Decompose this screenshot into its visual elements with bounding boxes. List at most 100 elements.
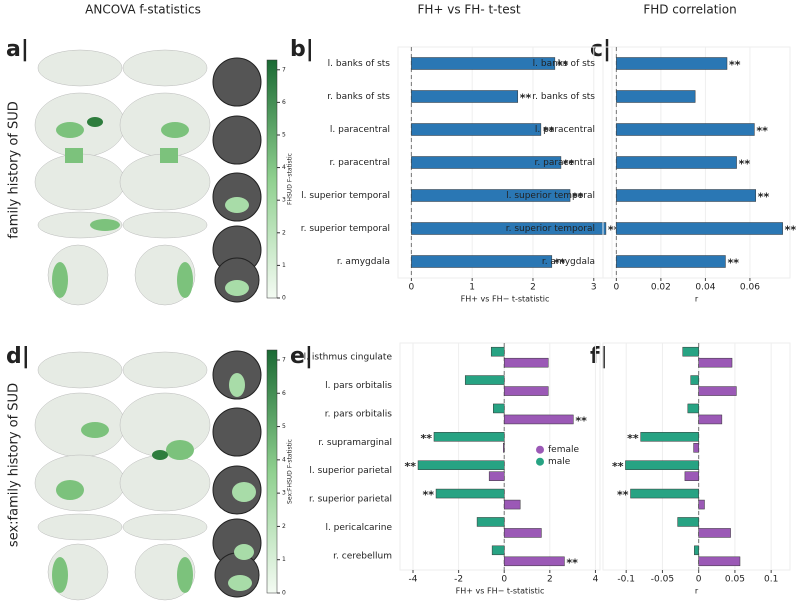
bar xyxy=(698,556,741,567)
panel-label: b| xyxy=(290,37,314,62)
bar xyxy=(411,255,553,268)
category-label: r. pars orbitalis xyxy=(325,409,393,419)
legend-label: male xyxy=(548,457,571,467)
category-label: l. banks of sts xyxy=(533,59,596,69)
significance-marker: ** xyxy=(729,59,741,72)
colorbar-tick-label: 4 xyxy=(282,456,286,463)
bar xyxy=(677,517,699,527)
column-header: ANCOVA f-statistics xyxy=(85,3,201,17)
row-label: sex:family history of SUD xyxy=(7,383,22,547)
category-label: r. banks of sts xyxy=(327,92,390,102)
significance-marker: ** xyxy=(520,92,532,105)
panel-label: e| xyxy=(290,344,313,369)
bar xyxy=(698,499,705,510)
x-tick-label: 0 xyxy=(613,283,619,293)
bar xyxy=(687,403,699,414)
x-tick-label: 1 xyxy=(469,283,475,293)
significance-marker: ** xyxy=(727,257,739,270)
bar xyxy=(616,189,756,202)
colorbar-tick-label: 1 xyxy=(282,556,286,563)
bar xyxy=(616,90,696,103)
bar xyxy=(616,57,728,70)
category-label: r. superior parietal xyxy=(309,495,392,505)
bar xyxy=(411,57,556,70)
legend-label: female xyxy=(548,445,579,455)
bar xyxy=(694,545,699,556)
category-label: r. amygdala xyxy=(542,257,595,267)
colorbar xyxy=(266,59,278,299)
bar xyxy=(490,346,505,357)
x-tick-label: 0.1 xyxy=(764,575,778,585)
bar xyxy=(493,403,505,414)
category-label: l. superior parietal xyxy=(309,466,392,476)
x-tick-label: 2 xyxy=(530,283,536,293)
colorbar-tick-label: 2 xyxy=(282,523,286,530)
colorbar xyxy=(266,349,278,594)
x-tick-label: 4 xyxy=(593,575,599,585)
colorbar-tick-label: 6 xyxy=(282,99,286,106)
bar xyxy=(684,471,699,481)
category-label: r. paracentral xyxy=(330,158,390,168)
colorbar-tick-label: 0 xyxy=(282,590,286,597)
colorbar-tick-label: 6 xyxy=(282,390,286,397)
significance-marker: ** xyxy=(420,432,432,445)
x-tick-label: 0.06 xyxy=(740,283,760,293)
x-tick-label: 0.02 xyxy=(651,283,671,293)
bar xyxy=(698,357,733,368)
significance-marker: ** xyxy=(423,489,435,502)
x-tick-label: 0 xyxy=(696,575,702,585)
significance-marker: ** xyxy=(785,224,797,237)
category-label: l. superior temporal xyxy=(301,191,390,201)
colorbar-tick-label: 4 xyxy=(282,164,286,171)
x-tick-label: 0 xyxy=(501,575,507,585)
significance-marker: ** xyxy=(627,432,639,445)
plot-area xyxy=(399,342,601,571)
colorbar-tick-label: 7 xyxy=(282,356,286,363)
bar xyxy=(616,255,726,268)
significance-marker: ** xyxy=(557,59,569,72)
colorbar-tick-label: 0 xyxy=(282,295,286,302)
category-label: r. banks of sts xyxy=(532,92,595,102)
bar xyxy=(411,156,562,169)
bar xyxy=(616,156,737,169)
bar xyxy=(464,375,505,385)
significance-marker: ** xyxy=(617,489,629,502)
bar xyxy=(698,528,731,538)
row-label: family history of SUD xyxy=(7,101,22,239)
category-label: l. paracentral xyxy=(330,125,390,135)
x-tick-label: -0.05 xyxy=(651,575,674,585)
panel-label: a| xyxy=(6,37,29,62)
significance-marker: ** xyxy=(566,556,578,569)
x-tick-label: 2 xyxy=(547,575,553,585)
x-tick-label: -0.1 xyxy=(617,575,635,585)
category-label: r. superior temporal xyxy=(506,224,595,234)
bar xyxy=(476,517,505,527)
bar xyxy=(503,499,521,510)
bar xyxy=(433,432,505,442)
significance-marker: ** xyxy=(572,191,584,204)
x-axis-label: FH+ vs FH− t-statistic xyxy=(456,587,545,596)
colorbar-tick-label: 5 xyxy=(282,131,286,138)
bar xyxy=(503,556,565,567)
colorbar-label: FHSUD F-statistic xyxy=(287,153,294,205)
bar xyxy=(682,346,699,357)
bar xyxy=(690,375,699,385)
significance-marker: ** xyxy=(739,158,751,171)
significance-marker: ** xyxy=(405,460,417,473)
category-label: l. pars orbitalis xyxy=(325,381,392,391)
category-label: l. superior temporal xyxy=(506,191,595,201)
x-axis-label: r xyxy=(695,587,699,596)
bar xyxy=(503,357,549,368)
category-label: l. banks of sts xyxy=(328,59,391,69)
bar xyxy=(616,123,755,136)
significance-marker: ** xyxy=(758,191,770,204)
colorbar-tick-label: 5 xyxy=(282,423,286,430)
colorbar-tick-label: 3 xyxy=(282,197,286,204)
legend-marker xyxy=(536,445,544,454)
x-tick-label: 0.05 xyxy=(725,575,745,585)
significance-marker: ** xyxy=(543,125,555,138)
bar xyxy=(435,488,505,499)
panel-label: c| xyxy=(590,37,611,62)
colorbar-label: Sex:FHSUD F-statistic xyxy=(287,439,294,504)
x-tick-label: -2 xyxy=(454,575,463,585)
